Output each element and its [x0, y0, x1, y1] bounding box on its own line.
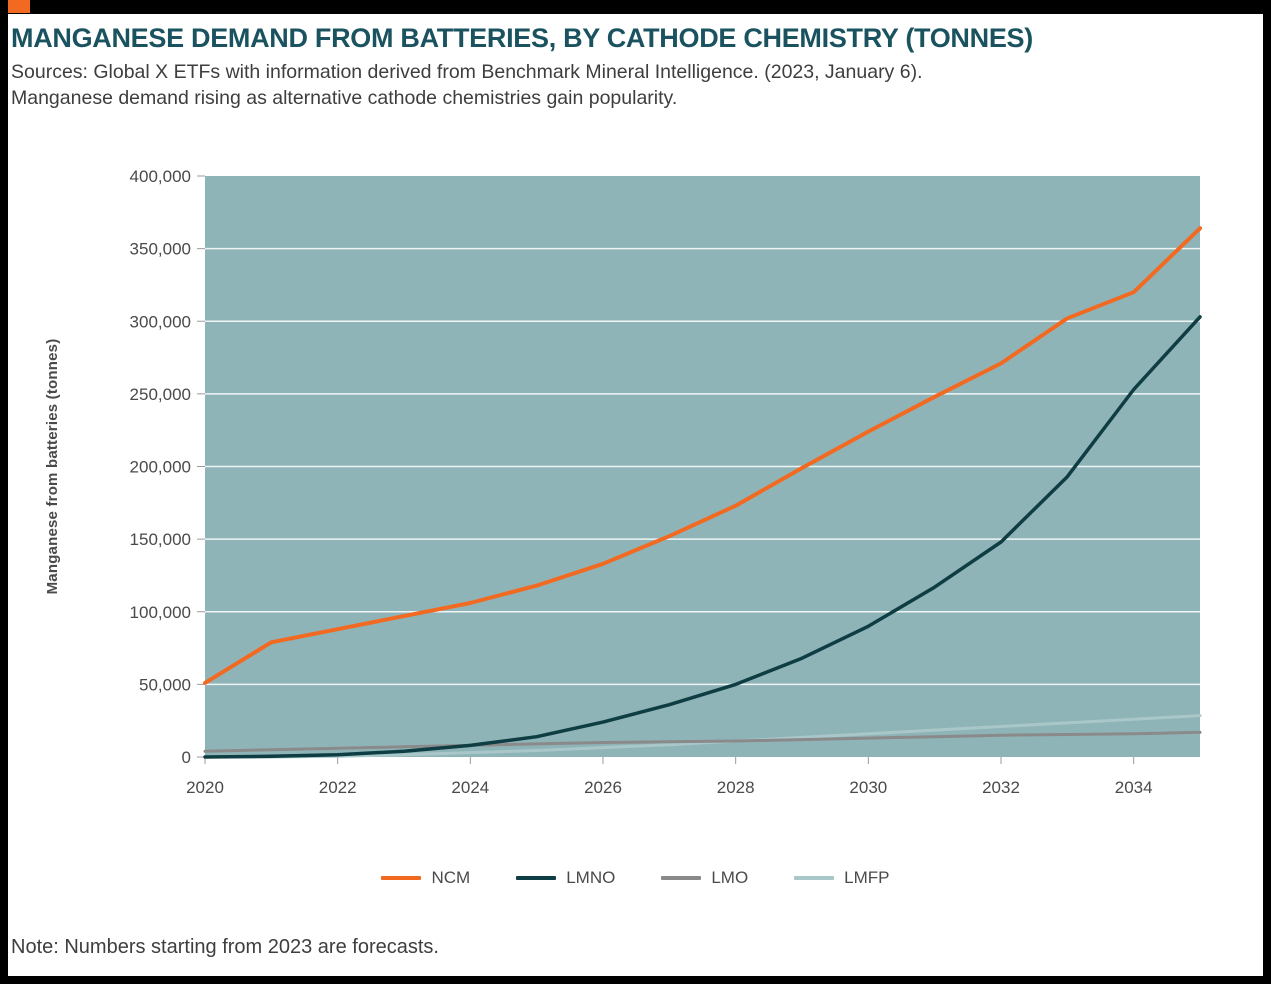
chart-panel: MANGANESE DEMAND FROM BATTERIES, BY CATH…: [8, 14, 1263, 976]
legend-label-lmo: LMO: [711, 868, 749, 887]
svg-text:150,000: 150,000: [130, 530, 191, 549]
legend-swatch-lmno: [516, 876, 557, 880]
legend-swatch-lmo: [661, 876, 702, 880]
legend-item-lmno: LMNO: [516, 868, 615, 888]
svg-text:2026: 2026: [584, 778, 622, 797]
accent-bar: [8, 0, 30, 13]
legend-item-lmfp: LMFP: [794, 868, 890, 888]
legend-label-ncm: NCM: [431, 868, 471, 887]
sources-line-1: Sources: Global X ETFs with information …: [11, 61, 923, 83]
svg-text:Manganese from batteries (tonn: Manganese from batteries (tonnes): [44, 339, 61, 595]
legend-item-lmo: LMO: [661, 868, 748, 888]
svg-text:2032: 2032: [982, 778, 1020, 797]
legend-label-lmfp: LMFP: [844, 868, 890, 887]
svg-text:2030: 2030: [849, 778, 887, 797]
svg-text:400,000: 400,000: [130, 167, 191, 186]
svg-text:2024: 2024: [451, 778, 489, 797]
legend-swatch-ncm: [381, 876, 422, 880]
legend-swatch-lmfp: [794, 876, 835, 880]
chart-legend: NCM LMNO LMO LMFP: [8, 868, 1263, 888]
svg-text:300,000: 300,000: [130, 312, 191, 331]
svg-text:2028: 2028: [717, 778, 755, 797]
page-title: MANGANESE DEMAND FROM BATTERIES, BY CATH…: [11, 23, 1033, 53]
sources-line-2: Manganese demand rising as alternative c…: [11, 87, 678, 109]
svg-text:250,000: 250,000: [130, 385, 191, 404]
svg-text:2020: 2020: [186, 778, 224, 797]
svg-text:0: 0: [182, 748, 191, 767]
svg-text:100,000: 100,000: [130, 603, 191, 622]
svg-text:200,000: 200,000: [130, 458, 191, 477]
sources-text: Sources: Global X ETFs with information …: [11, 59, 922, 111]
svg-text:50,000: 50,000: [139, 675, 191, 694]
line-chart: 0 50,000 100,000 150,000 200,000 250,000 300,0…: [44, 167, 1202, 797]
svg-text:2022: 2022: [319, 778, 357, 797]
svg-text:350,000: 350,000: [130, 240, 191, 259]
legend-item-ncm: NCM: [381, 868, 470, 888]
legend-label-lmno: LMNO: [566, 868, 616, 887]
svg-text:2034: 2034: [1115, 778, 1153, 797]
footnote: Note: Numbers starting from 2023 are for…: [11, 936, 439, 958]
